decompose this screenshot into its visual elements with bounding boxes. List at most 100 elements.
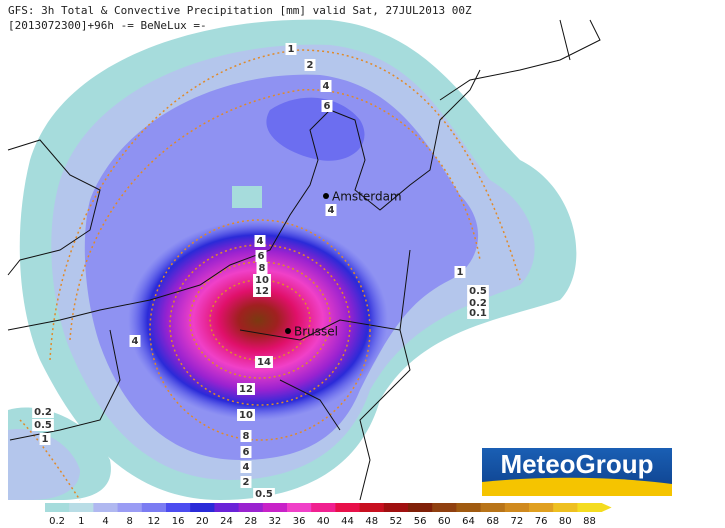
header-subtitle: [2013072300]+96h -= BeNeLux =-: [8, 19, 207, 32]
colorbar-swatch: [504, 503, 530, 512]
contour-label: 1: [42, 434, 49, 445]
colorbar-label: 12: [148, 516, 161, 527]
contour-label: 8: [259, 263, 266, 274]
colorbar-arrow: [601, 503, 612, 512]
header-title: GFS: 3h Total & Convective Precipitation…: [8, 4, 472, 17]
colorbar-swatch: [577, 503, 603, 512]
contour-label-box: [32, 419, 54, 431]
colorbar-label: 60: [438, 516, 451, 527]
colorbar-swatch: [262, 503, 288, 512]
contour-label-box: [240, 430, 252, 442]
contour-label: 0.1: [469, 308, 487, 319]
contour-label: 0.5: [34, 420, 52, 431]
colorbar-swatch: [190, 503, 215, 512]
colorbar-label: 88: [583, 516, 596, 527]
colorbar-label: 36: [293, 516, 306, 527]
contour-label: 10: [255, 275, 269, 286]
colorbar-swatch: [93, 503, 119, 512]
colorbar: 0.2 1 4 8 12 16 20 24 28 32 36 40 44 48 52 56 60 64 68 72 76…: [45, 503, 612, 527]
contour-label-box: [304, 59, 316, 71]
logo-text: MeteoGroup: [500, 449, 653, 479]
colorbar-label: 48: [365, 516, 378, 527]
colorbar-label: 72: [511, 516, 524, 527]
cities: Amsterdam Brussel: [285, 190, 402, 339]
contour-label: 4: [132, 336, 139, 347]
contour-label: 12: [255, 286, 269, 297]
colorbar-swatch: [69, 503, 94, 512]
coastlines: [7, 19, 601, 501]
colorbar-swatch: [117, 503, 143, 512]
colorbar-label: 56: [414, 516, 427, 527]
colorbar-swatch: [311, 503, 336, 512]
contour-label-box: [237, 383, 255, 395]
contour-label-box: [454, 266, 466, 278]
contour-label-box: [39, 433, 51, 445]
contour-label-box: [253, 488, 275, 500]
contour-label: 10: [239, 410, 253, 421]
contour-label-box: [285, 43, 297, 55]
contour-label-box: [253, 285, 271, 297]
contour-label: 4: [257, 236, 264, 247]
colorbar-label: 44: [341, 516, 354, 527]
colorbar-label: 28: [244, 516, 257, 527]
colorbar-swatch: [335, 503, 361, 512]
colorbar-label: 8: [127, 516, 133, 527]
contour-label: 4: [323, 81, 330, 92]
precipitation-field: [8, 19, 577, 500]
contour-label-box: [320, 80, 332, 92]
colorbar-swatch: [480, 503, 506, 512]
contour-label: 6: [324, 101, 331, 112]
colorbar-label: 0.2: [49, 516, 65, 527]
contour-label-box: [255, 250, 267, 262]
contour-label-box: [237, 409, 255, 421]
city-label: Brussel: [294, 325, 338, 339]
colorbar-swatch: [141, 503, 167, 512]
colorbar-swatch: [553, 503, 578, 512]
logo: MeteoGroup: [482, 448, 672, 496]
colorbar-label: 80: [559, 516, 572, 527]
contour-label-box: [253, 274, 271, 286]
contour-label: 4: [328, 205, 335, 216]
logo-swoosh: [482, 477, 672, 496]
colorbar-label: 76: [535, 516, 548, 527]
contour-label-box: [255, 356, 273, 368]
colorbar-label: 32: [269, 516, 282, 527]
colorbar-label: 20: [196, 516, 209, 527]
city-dot: [323, 193, 329, 199]
colorbar-swatch: [383, 503, 409, 512]
contour-label: 4: [243, 462, 250, 473]
contour-label-box: [321, 100, 333, 112]
colorbar-swatch: [287, 503, 312, 512]
colorbar-label: 16: [172, 516, 185, 527]
colorbar-swatch: [456, 503, 482, 512]
contour-label-box: [467, 285, 489, 297]
contour-label: 1: [288, 44, 295, 55]
colorbar-swatch: [238, 503, 264, 512]
contour-label-box: [325, 204, 337, 216]
colorbar-label: 68: [486, 516, 499, 527]
contour-label: 0.2: [34, 407, 52, 418]
colorbar-label: 40: [317, 516, 330, 527]
contour-label: 0.5: [469, 286, 487, 297]
contour-label: 14: [257, 357, 271, 368]
city-label: Amsterdam: [332, 190, 402, 204]
colorbar-label: 24: [220, 516, 233, 527]
contour-label-box: [467, 297, 489, 309]
contour-label: 1: [457, 267, 464, 278]
colorbar-swatch: [45, 503, 70, 512]
colorbar-swatch: [359, 503, 385, 512]
contour-label: 2: [243, 477, 250, 488]
colorbar-label: 4: [102, 516, 108, 527]
colorbar-swatch: [166, 503, 191, 512]
contour-labels: 12464468101214121086420.510.50.20.140.20…: [32, 43, 489, 500]
contour-label: 12: [239, 384, 253, 395]
contour-label-box: [256, 262, 268, 274]
contour-label-box: [240, 476, 252, 488]
colorbar-swatch: [529, 503, 554, 512]
colorbar-swatch: [214, 503, 240, 512]
colorbar-swatch: [432, 503, 457, 512]
contour-label: 6: [258, 251, 265, 262]
colorbar-label: 64: [462, 516, 475, 527]
